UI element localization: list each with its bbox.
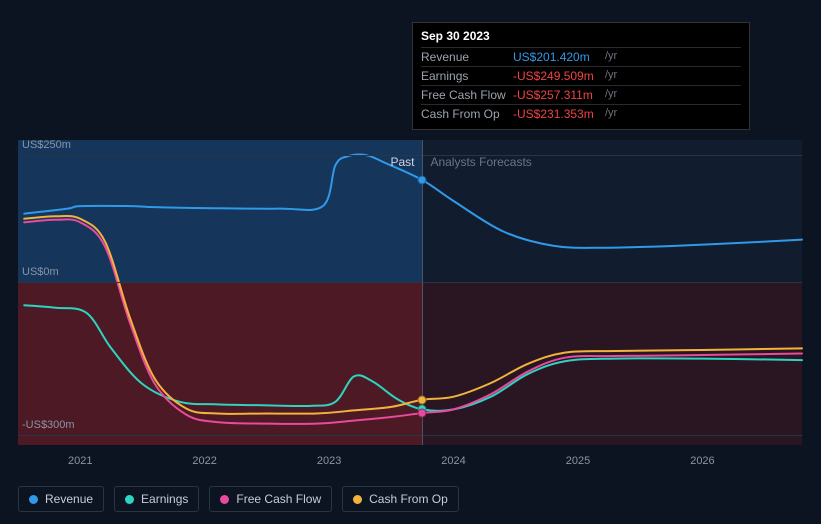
tooltip-row-value: US$201.420m — [513, 50, 605, 64]
legend-item-cfo[interactable]: Cash From Op — [342, 486, 459, 512]
tooltip-row-unit: /yr — [605, 88, 617, 102]
tooltip-row-label: Cash From Op — [421, 107, 513, 121]
y-axis-label: -US$300m — [22, 419, 75, 431]
past-label: Past — [390, 155, 414, 169]
tooltip-row-unit: /yr — [605, 69, 617, 83]
gridline — [18, 435, 802, 436]
x-axis-label: 2025 — [566, 455, 590, 467]
tooltip-row: RevenueUS$201.420m/yr — [421, 47, 741, 66]
x-axis-label: 2024 — [441, 455, 465, 467]
legend-item-label: Revenue — [45, 492, 93, 506]
marker-revenue — [418, 176, 427, 185]
tooltip-row-value: -US$249.509m — [513, 69, 605, 83]
legend-dot-icon — [29, 495, 38, 504]
tooltip-row-label: Earnings — [421, 69, 513, 83]
legend-item-label: Cash From Op — [369, 492, 448, 506]
legend-dot-icon — [353, 495, 362, 504]
tooltip-row-unit: /yr — [605, 50, 617, 64]
forecast-label: Analysts Forecasts — [430, 155, 531, 169]
legend-item-revenue[interactable]: Revenue — [18, 486, 104, 512]
legend-item-label: Free Cash Flow — [236, 492, 321, 506]
tooltip-row-value: -US$257.311m — [513, 88, 605, 102]
marker-cfo — [418, 395, 427, 404]
legend-item-label: Earnings — [141, 492, 188, 506]
x-axis-label: 2022 — [192, 455, 216, 467]
y-axis-label: US$250m — [22, 139, 71, 151]
tooltip-row-label: Free Cash Flow — [421, 88, 513, 102]
y-axis-label: US$0m — [22, 266, 59, 278]
legend-item-fcf[interactable]: Free Cash Flow — [209, 486, 332, 512]
legend-item-earnings[interactable]: Earnings — [114, 486, 199, 512]
x-axis-label: 2026 — [690, 455, 714, 467]
tooltip-row-unit: /yr — [605, 107, 617, 121]
tooltip-row: Cash From Op-US$231.353m/yr — [421, 104, 741, 123]
tooltip: Sep 30 2023 RevenueUS$201.420m/yrEarning… — [412, 22, 750, 130]
legend: Revenue Earnings Free Cash Flow Cash From O… — [18, 486, 459, 512]
tooltip-row: Free Cash Flow-US$257.311m/yr — [421, 85, 741, 104]
marker-fcf — [418, 408, 427, 417]
tooltip-row-value: -US$231.353m — [513, 107, 605, 121]
tooltip-row-label: Revenue — [421, 50, 513, 64]
legend-dot-icon — [125, 495, 134, 504]
legend-dot-icon — [220, 495, 229, 504]
x-axis-label: 2021 — [68, 455, 92, 467]
tooltip-date: Sep 30 2023 — [421, 29, 741, 47]
x-axis-label: 2023 — [317, 455, 341, 467]
tooltip-row: Earnings-US$249.509m/yr — [421, 66, 741, 85]
gridline — [18, 282, 802, 283]
tooltip-rows: RevenueUS$201.420m/yrEarnings-US$249.509… — [421, 47, 741, 123]
